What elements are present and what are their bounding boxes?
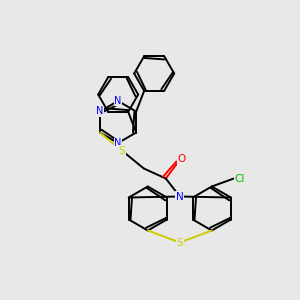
Text: N: N (114, 138, 122, 148)
Text: O: O (178, 154, 186, 164)
Text: Cl: Cl (235, 173, 245, 184)
Text: S: S (118, 146, 125, 155)
Text: N: N (176, 191, 184, 202)
Text: S: S (176, 238, 183, 248)
Text: N: N (96, 106, 103, 116)
Text: N: N (114, 96, 122, 106)
